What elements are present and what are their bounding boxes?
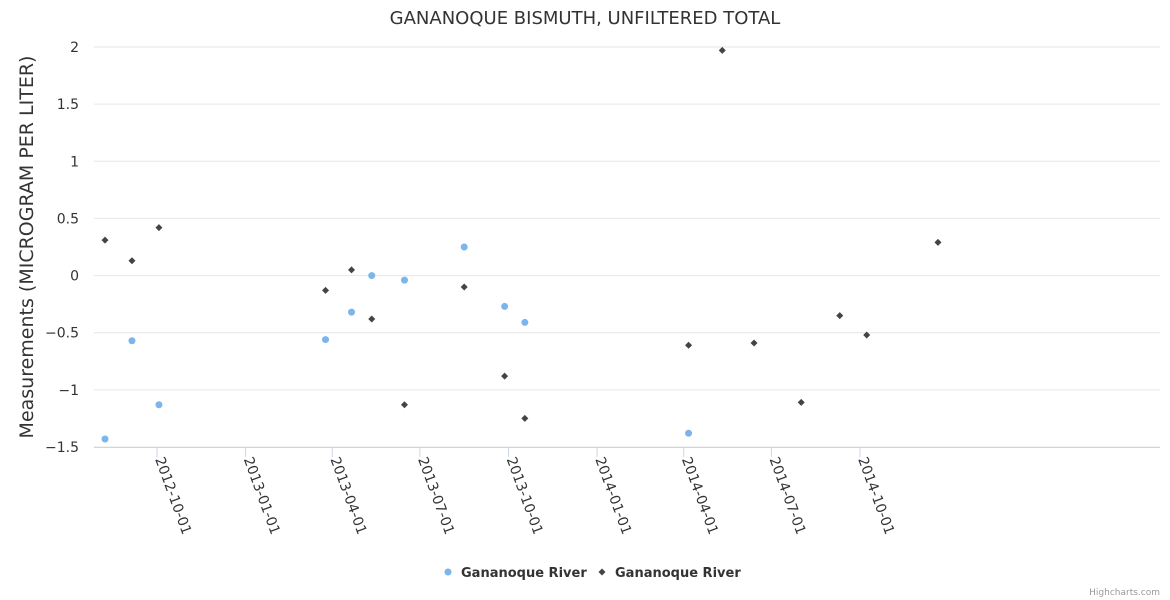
y-tick-label: −1.5 — [45, 440, 79, 456]
data-point-diamond[interactable] — [460, 283, 468, 291]
data-point-diamond[interactable] — [322, 286, 330, 294]
series-1 — [101, 243, 693, 443]
data-point-circle[interactable] — [348, 308, 356, 316]
data-point-circle[interactable] — [501, 302, 509, 310]
legend-item-1[interactable]: Gananoque River — [444, 566, 588, 581]
y-axis-label: Measurements (MICROGRAM PER LITER) — [16, 56, 38, 439]
legend-label: Gananoque River — [615, 566, 741, 581]
data-point-diamond[interactable] — [348, 266, 356, 274]
data-point-circle[interactable] — [322, 336, 330, 344]
data-point-diamond[interactable] — [718, 46, 726, 54]
data-point-circle[interactable] — [460, 243, 468, 251]
chart-title: GANANOQUE BISMUTH, UNFILTERED TOTAL — [390, 8, 781, 29]
y-tick-label: 2 — [70, 40, 79, 56]
legend-label: Gananoque River — [461, 566, 587, 581]
data-point-diamond[interactable] — [155, 224, 163, 232]
data-point-circle[interactable] — [685, 429, 693, 437]
y-tick-label: −0.5 — [45, 326, 79, 342]
series-2 — [101, 46, 942, 422]
y-tick-label: −1 — [58, 383, 79, 399]
y-tick-label: 0 — [70, 269, 79, 285]
data-point-diamond[interactable] — [501, 372, 509, 380]
legend: Gananoque River Gananoque River — [444, 566, 742, 581]
data-point-circle[interactable] — [155, 401, 163, 409]
data-points — [101, 46, 942, 443]
data-point-diamond[interactable] — [400, 401, 408, 409]
y-axis: 2 1.5 1 0.5 0 −0.5 −1 −1.5 — [45, 40, 79, 456]
data-point-circle[interactable] — [128, 337, 136, 345]
y-tick-label: 1.5 — [57, 97, 79, 113]
y-tick-label: 0.5 — [57, 211, 79, 227]
legend-marker-diamond — [598, 568, 606, 576]
data-point-diamond[interactable] — [797, 398, 805, 406]
data-point-diamond[interactable] — [128, 257, 136, 265]
data-point-diamond[interactable] — [750, 339, 758, 347]
data-point-diamond[interactable] — [863, 331, 871, 339]
data-point-diamond[interactable] — [521, 414, 529, 422]
legend-item-2[interactable]: Gananoque River — [598, 566, 742, 581]
data-point-diamond[interactable] — [685, 341, 693, 349]
data-point-diamond[interactable] — [101, 236, 109, 244]
data-point-circle[interactable] — [368, 272, 376, 280]
data-point-circle[interactable] — [400, 276, 408, 284]
legend-marker-circle — [444, 568, 452, 576]
data-point-circle[interactable] — [521, 318, 529, 326]
data-point-diamond[interactable] — [836, 312, 844, 320]
y-tick-label: 1 — [70, 154, 79, 170]
data-point-diamond[interactable] — [934, 238, 942, 246]
credit-link[interactable]: Highcharts.com — [1089, 588, 1160, 598]
data-point-circle[interactable] — [101, 435, 109, 443]
data-point-diamond[interactable] — [368, 315, 376, 323]
